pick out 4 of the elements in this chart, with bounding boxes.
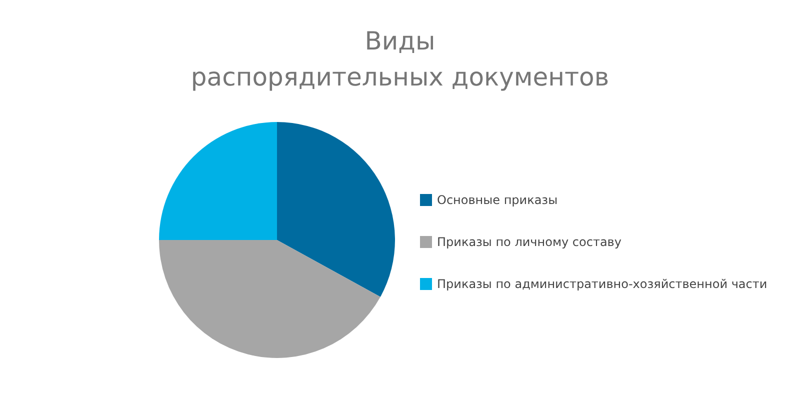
legend-label: Основные приказы bbox=[437, 193, 558, 207]
chart-title: Виды распорядительных документов bbox=[190, 26, 610, 92]
legend-label: Приказы по личному составу bbox=[437, 235, 622, 249]
legend-label: Приказы по административно-хозяйственной части bbox=[437, 277, 768, 291]
